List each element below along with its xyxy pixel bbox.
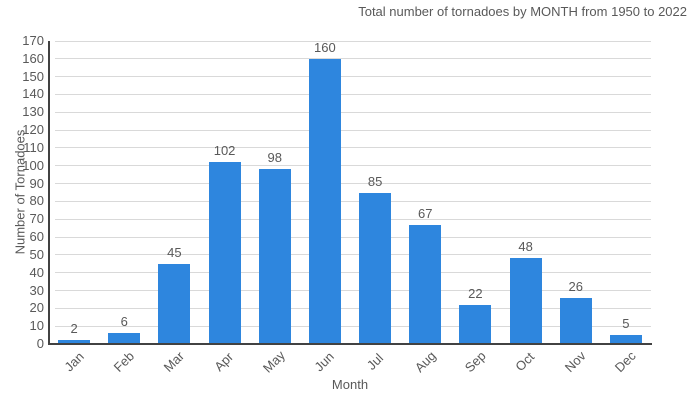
y-tick-label: 170	[22, 33, 44, 48]
y-tick-label: 80	[29, 193, 44, 209]
gridline	[55, 200, 651, 202]
y-tick-label: 10	[29, 318, 44, 334]
bar-value-label: 22	[468, 285, 483, 301]
bar-value-label: 98	[267, 150, 282, 166]
gridline	[55, 254, 651, 256]
bar-value-label: 102	[213, 143, 236, 159]
bar-value-label: 85	[367, 173, 383, 189]
gridline	[55, 183, 651, 185]
gridline	[55, 272, 651, 274]
gridline	[55, 290, 651, 292]
bar-value-label: 48	[518, 239, 533, 255]
y-tick-label: 150	[22, 68, 44, 84]
y-tick-label: 50	[29, 246, 44, 262]
gridline	[55, 129, 651, 131]
y-axis-line	[48, 41, 50, 344]
x-axis-line	[48, 343, 652, 345]
gridline	[55, 307, 651, 309]
gridline	[55, 147, 651, 149]
bar-feb	[108, 333, 141, 344]
y-tick-label: 0	[36, 336, 44, 351]
y-tick-label: 140	[22, 86, 44, 102]
bar-may	[258, 169, 291, 344]
bar-value-label: 26	[568, 278, 583, 294]
gridline	[55, 165, 651, 167]
y-tick-label: 90	[29, 175, 44, 191]
y-tick-label: 120	[22, 122, 44, 138]
bar-jun	[308, 58, 341, 344]
bar-aug	[409, 224, 442, 344]
y-tick-label: 20	[29, 300, 44, 316]
bar-jul	[359, 192, 392, 344]
y-tick-label: 30	[29, 282, 44, 298]
gridline	[55, 325, 651, 327]
gridline	[55, 93, 651, 95]
bar-value-label: 6	[120, 314, 128, 330]
chart-title: Total number of tornadoes by MONTH from …	[358, 4, 687, 19]
bar-dec	[609, 335, 642, 344]
bar-apr	[208, 162, 241, 344]
bar-value-label: 160	[314, 39, 336, 55]
y-tick-label: 40	[29, 264, 44, 280]
y-tick-label: 130	[22, 104, 44, 120]
bar-oct	[509, 258, 542, 344]
gridline	[55, 58, 651, 60]
gridline	[55, 111, 651, 113]
y-tick-label: 110	[23, 139, 44, 155]
gridline	[55, 40, 651, 42]
y-tick-label: 100	[22, 157, 44, 173]
gridline	[55, 218, 651, 220]
bar-sep	[459, 304, 492, 344]
y-axis-title: Number of Tornadoes	[12, 129, 28, 255]
bar-value-label: 2	[70, 321, 78, 337]
gridline	[55, 236, 651, 238]
y-tick-label: 70	[29, 211, 44, 227]
gridline	[55, 76, 651, 78]
bar-value-label: 67	[418, 205, 433, 221]
y-tick-label: 60	[29, 229, 44, 245]
bar-value-label: 5	[622, 316, 630, 332]
bar-mar	[158, 263, 191, 344]
bar-value-label: 45	[167, 244, 182, 260]
y-tick-label: 160	[22, 50, 44, 66]
x-axis-title: Month	[331, 377, 369, 392]
bar-jan	[58, 340, 91, 344]
bar-nov	[559, 297, 592, 344]
